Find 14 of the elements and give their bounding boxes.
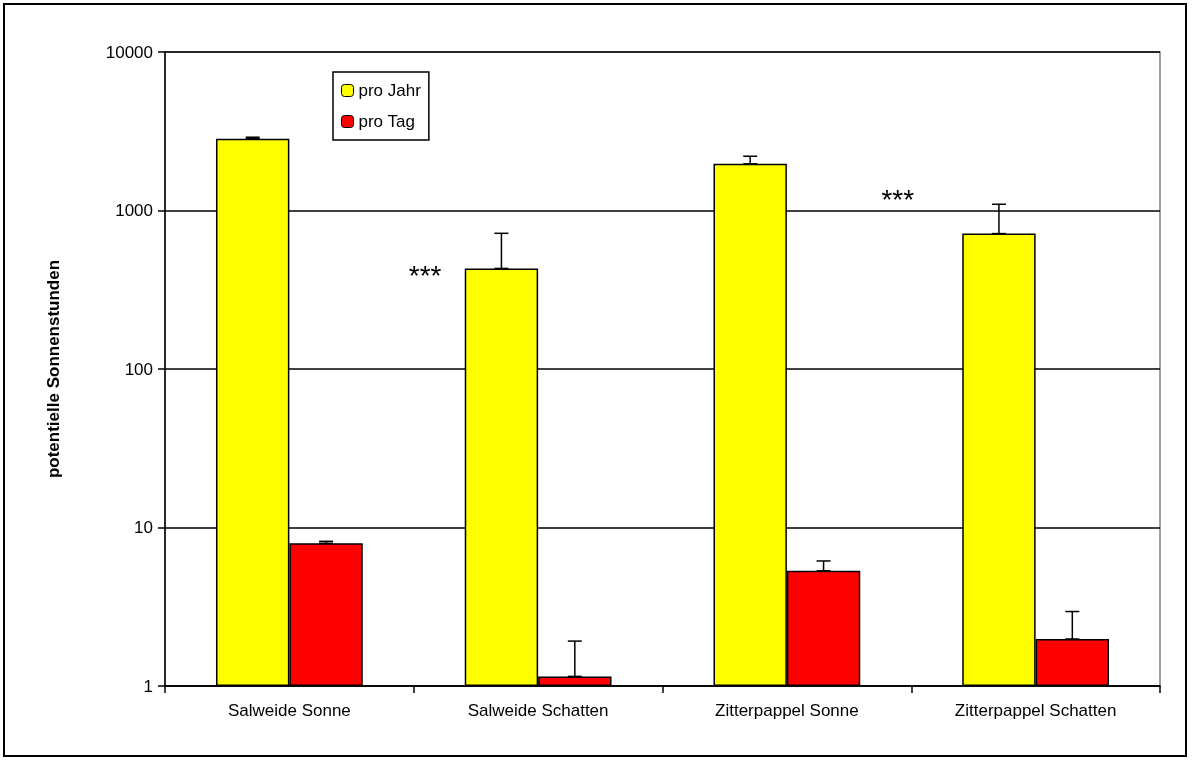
y-tick-label: 10000 [105,42,153,62]
y-tick-label: 100 [124,359,153,379]
annotation: *** [408,259,442,291]
legend-label: pro Tag [358,112,415,131]
x-tick-label: Salweide Sonne [227,701,351,720]
legend-label: pro Jahr [358,81,422,100]
y-tick-label: 1 [143,676,153,696]
y-axis-title: potentielle Sonnenstunden [44,259,63,479]
x-tick-label: Zitterpappel Schatten [954,701,1117,720]
y-tick-label: 1000 [115,201,153,220]
x-tick-label: Salweide Schatten [467,701,609,720]
annotation: *** [881,183,915,215]
x-tick-label: Zitterpappel Sonne [715,701,859,720]
y-tick-label: 10 [134,518,153,537]
